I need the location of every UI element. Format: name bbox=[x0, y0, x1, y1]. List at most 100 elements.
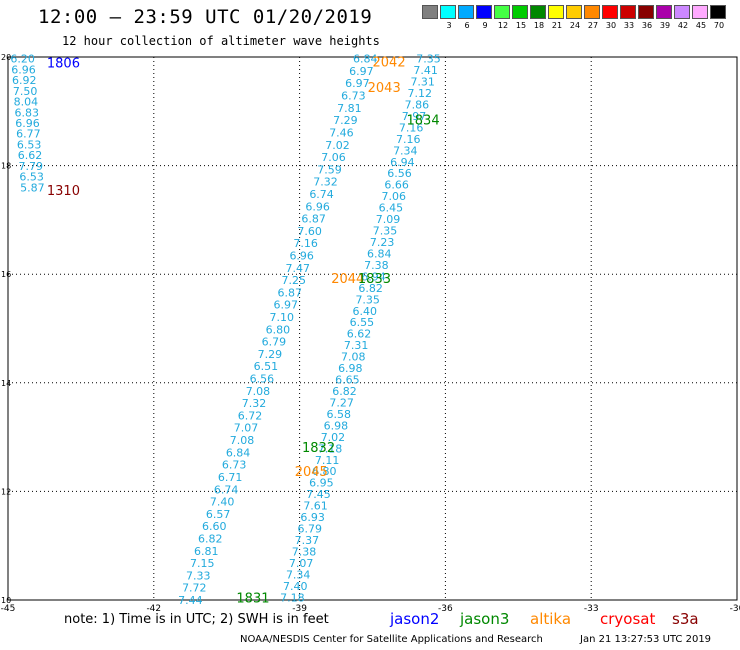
y-tick-label: 18 bbox=[1, 162, 11, 171]
wave-height-value: 7.10 bbox=[270, 311, 295, 324]
colorbar-swatch bbox=[674, 5, 690, 19]
wave-height-value: 6.84 bbox=[353, 53, 378, 66]
wave-height-value: 7.07 bbox=[289, 557, 314, 570]
wave-height-value: 7.34 bbox=[286, 568, 311, 581]
colorbar-tick-label: 18 bbox=[533, 21, 545, 30]
wave-height-value: 7.31 bbox=[344, 339, 369, 352]
wave-height-value: 7.16 bbox=[396, 133, 421, 146]
wave-height-value: 7.08 bbox=[246, 385, 271, 398]
x-tick-label: -45 bbox=[1, 604, 16, 614]
wave-height-value: 7.31 bbox=[410, 76, 435, 89]
colorbar-tick-label: 24 bbox=[569, 21, 581, 30]
colorbar-tick-label: 15 bbox=[515, 21, 527, 30]
pass-time-label: 1833 bbox=[358, 272, 391, 287]
wave-height-value: 7.35 bbox=[416, 53, 441, 66]
footer-credit: NOAA/NESDIS Center for Satellite Applica… bbox=[240, 634, 543, 645]
wave-height-value: 6.62 bbox=[18, 149, 43, 162]
colorbar-swatch bbox=[440, 5, 456, 19]
wave-height-value: 6.20 bbox=[10, 53, 35, 66]
colorbar-swatch bbox=[710, 5, 726, 19]
wave-height-value: 7.59 bbox=[317, 163, 342, 176]
wave-height-value: 6.55 bbox=[350, 316, 375, 329]
wave-height-value: 7.45 bbox=[306, 488, 331, 501]
pass-time-label: 1834 bbox=[407, 113, 440, 128]
wave-height-value: 6.96 bbox=[11, 63, 35, 76]
wave-height-value: 6.87 bbox=[278, 286, 303, 299]
wave-height-value: 6.45 bbox=[379, 202, 404, 215]
colorbar-tick-label: 33 bbox=[623, 21, 635, 30]
colorbar-tick-label: 6 bbox=[464, 21, 470, 30]
wave-height-value: 6.80 bbox=[266, 323, 291, 336]
footer-timestamp: Jan 21 13:27:53 UTC 2019 bbox=[580, 634, 712, 645]
wave-height-value: 6.62 bbox=[347, 328, 372, 341]
wave-height-value: 6.84 bbox=[367, 247, 392, 260]
wave-height-value: 6.65 bbox=[335, 374, 360, 387]
wave-height-value: 7.16 bbox=[293, 237, 318, 250]
wave-height-value: 6.77 bbox=[16, 128, 40, 141]
wave-height-value: 7.34 bbox=[393, 144, 418, 157]
wave-height-value: 7.60 bbox=[297, 225, 322, 238]
wave-height-value: 6.79 bbox=[262, 336, 287, 349]
wave-height-value: 8.04 bbox=[14, 96, 38, 109]
wave-height-value: 7.79 bbox=[19, 160, 43, 173]
footer-note: note: 1) Time is in UTC; 2) SWH is in fe… bbox=[64, 612, 329, 627]
wave-height-value: 7.35 bbox=[355, 293, 380, 306]
wave-height-value: 7.15 bbox=[190, 557, 215, 570]
pass-time-label: 2044 bbox=[331, 272, 364, 287]
y-tick-label: 10 bbox=[1, 596, 11, 605]
wave-height-value: 7.02 bbox=[321, 431, 346, 444]
pass-time-label: 2045 bbox=[295, 465, 328, 480]
wave-height-value: 6.94 bbox=[390, 156, 415, 169]
wave-height-value: 7.32 bbox=[242, 397, 266, 410]
colorbar-swatch bbox=[530, 5, 546, 19]
colorbar-swatch bbox=[692, 5, 708, 19]
wave-height-value: 6.72 bbox=[238, 409, 263, 422]
wave-height-value: 7.32 bbox=[313, 176, 338, 189]
wave-height-value: 7.37 bbox=[295, 534, 320, 547]
wave-height-value: 6.98 bbox=[324, 419, 349, 432]
wave-height-value: 6.97 bbox=[274, 299, 299, 312]
wave-height-value: 7.09 bbox=[376, 213, 401, 226]
pass-time-label: 1310 bbox=[47, 184, 80, 199]
x-tick-label: -39 bbox=[292, 604, 307, 614]
wave-height-value: 7.06 bbox=[321, 151, 346, 164]
wave-height-value: 7.81 bbox=[337, 102, 362, 115]
wave-height-value: 6.53 bbox=[19, 171, 44, 184]
y-tick-label: 20 bbox=[1, 53, 11, 62]
wave-height-value: 7.08 bbox=[230, 434, 255, 447]
pass-time-label: 1832 bbox=[302, 441, 335, 456]
wave-height-value: 7.27 bbox=[329, 396, 354, 409]
wave-height-value: 6.73 bbox=[222, 459, 247, 472]
page-subtitle: 12 hour collection of altimeter wave hei… bbox=[62, 34, 380, 48]
wave-height-value: 7.02 bbox=[325, 139, 350, 152]
wave-height-value: 6.56 bbox=[387, 167, 412, 180]
legend-item-cryosat: cryosat bbox=[600, 610, 656, 628]
colorbar-tick-label: 21 bbox=[551, 21, 563, 30]
wave-height-value: 6.82 bbox=[198, 532, 223, 545]
colorbar-swatch bbox=[620, 5, 636, 19]
wave-height-value: 6.96 bbox=[15, 117, 40, 130]
wave-height-value: 7.29 bbox=[258, 348, 283, 361]
wave-height-value: 6.82 bbox=[358, 282, 383, 295]
x-tick-label: -30 bbox=[730, 604, 740, 614]
legend-item-altika: altika bbox=[530, 610, 572, 628]
wave-height-value: 6.98 bbox=[338, 362, 363, 375]
colorbar-tick-label: 39 bbox=[659, 21, 671, 30]
wave-height-value: 6.84 bbox=[226, 446, 251, 459]
wave-height-value: 7.23 bbox=[370, 236, 395, 249]
pass-time-label: 1806 bbox=[47, 56, 80, 71]
pass-time-label: 1831 bbox=[236, 591, 269, 606]
wave-height-value: 7.41 bbox=[413, 64, 438, 77]
wave-height-value: 6.96 bbox=[289, 249, 314, 262]
wave-height-value: 7.18 bbox=[318, 442, 343, 455]
colorbar-swatch bbox=[638, 5, 654, 19]
wave-height-value: 7.12 bbox=[408, 87, 433, 100]
wave-height-value: 6.56 bbox=[250, 373, 275, 386]
y-tick-label: 16 bbox=[1, 270, 11, 279]
wave-height-value: 6.71 bbox=[218, 471, 243, 484]
wave-height-value: 7.11 bbox=[315, 454, 340, 467]
wave-height-value: 7.07 bbox=[234, 422, 259, 435]
page-title: 12:00 — 23:59 UTC 01/20/2019 bbox=[38, 6, 373, 28]
legend-item-jason3: jason3 bbox=[460, 610, 510, 628]
